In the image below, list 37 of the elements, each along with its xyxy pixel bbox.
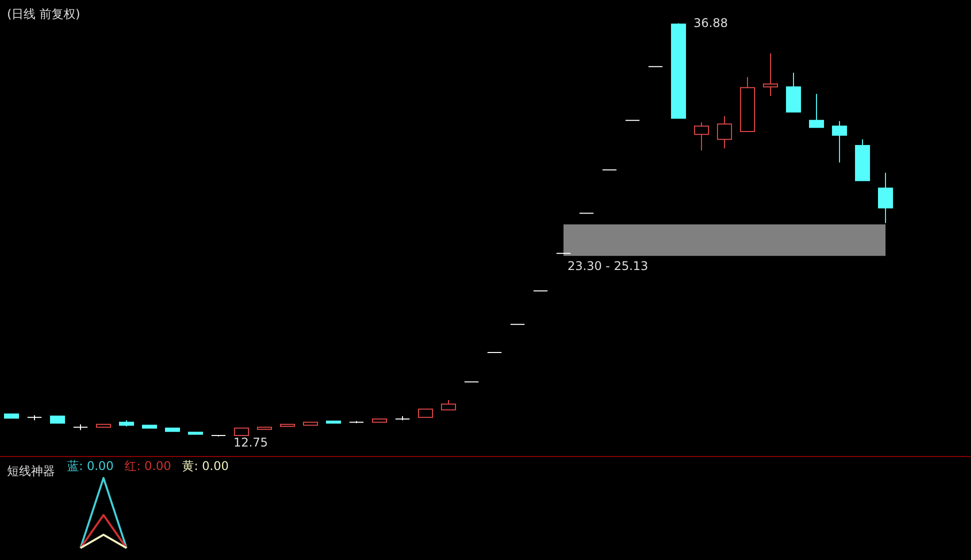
candlestick [717, 116, 732, 149]
candlestick [73, 424, 88, 431]
text: 黄: 0.00 [182, 459, 229, 473]
candlestick [349, 420, 364, 424]
annotation: 12.75 [234, 435, 268, 450]
candlestick [188, 432, 203, 435]
candlestick [786, 72, 801, 113]
candlestick [395, 416, 410, 421]
candlestick [694, 122, 709, 151]
candlestick [303, 422, 318, 426]
annotation: 36.88 [694, 16, 728, 30]
candlestick [280, 424, 295, 427]
candlestick [234, 428, 249, 436]
candlestick [740, 76, 755, 132]
candlestick [671, 22, 686, 119]
candlestick [832, 120, 847, 163]
candlestick [142, 424, 157, 429]
chart-title: (日线 前复权) [7, 7, 80, 21]
candlestick [326, 420, 341, 424]
candlestick [878, 172, 893, 224]
candlestick [418, 408, 433, 418]
chart-title: 短线神器 [7, 464, 55, 478]
candlestick [372, 418, 387, 423]
band-label: 23.30 - 25.13 [568, 258, 648, 273]
candlestick [27, 414, 42, 421]
candlestick [257, 426, 272, 430]
candlestick [763, 52, 778, 96]
candlestick [165, 428, 180, 432]
candlestick [855, 138, 870, 182]
candlestick [441, 399, 456, 410]
candlestick [119, 420, 134, 427]
text: 红: 0.00 [124, 459, 172, 473]
candlestick [50, 416, 65, 424]
candlestick [4, 414, 19, 419]
candlestick [96, 424, 111, 428]
candlestick [809, 93, 824, 128]
series-label: 蓝: 0.00 [67, 459, 114, 473]
